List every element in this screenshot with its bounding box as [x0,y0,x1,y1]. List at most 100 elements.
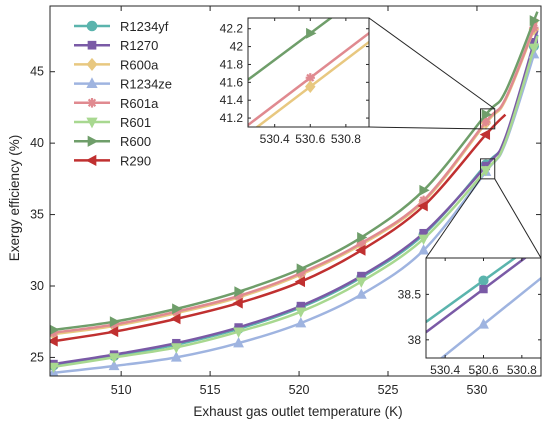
legend-entry-R601: R601 [74,115,151,130]
y-axis-label: Exergy efficiency (%) [7,135,22,262]
legend-marker [87,98,97,108]
data-point [108,359,120,371]
data-point [481,109,492,120]
data-point [170,343,182,354]
x-tick-label: 520 [289,383,310,397]
zoom-connector-line [425,178,481,259]
y-tick-label: 42.2 [220,22,244,36]
inset-data-point [478,275,489,286]
data-point [295,307,307,318]
data-point [50,324,60,335]
legend-label: R600a [120,57,159,72]
inset-data-point [305,80,316,93]
legend-marker [86,117,98,129]
legend-entry-R1234ze: R1234ze [74,77,172,92]
y-tick-label: 25 [30,350,44,364]
data-point [107,326,119,338]
data-point [170,313,181,325]
inset-data-point [478,318,489,329]
legend-entry-R1270: R1270 [74,38,158,53]
y-tick-label: 35 [30,208,44,222]
legend-entry-R601a: R601a [74,96,159,111]
y-tick-label: 30 [30,279,44,293]
series-line [50,29,539,366]
inset-series-R1270 [426,258,528,334]
series-R290 [50,113,507,347]
legend-label: R601a [120,96,159,111]
data-point [481,117,491,127]
legend-label: R1234ze [120,77,172,92]
series-R600 [50,11,541,335]
legend-marker [87,40,97,50]
x-tick-label: 530 [467,383,488,397]
data-point [50,362,59,374]
plot-area [426,258,541,358]
inset-series-R601a [248,31,369,127]
x-axis-label: Exhaust gas outlet temperature (K) [193,404,402,419]
data-point [355,277,367,288]
legend-label: R1270 [120,38,158,53]
legend-marker [86,57,98,71]
data-point [528,43,540,54]
series-line [50,18,539,335]
data-point [108,353,120,364]
legend-entry-R600: R600 [74,134,151,149]
x-tick-label: 530.8 [331,132,361,146]
x-tick-label: 530.4 [260,132,290,146]
y-tick-label: 41.4 [220,93,244,107]
data-point [234,286,245,298]
zoom-source-box [480,158,496,180]
data-point [418,234,430,245]
data-point [295,317,307,328]
data-point [418,244,430,255]
legend: R1234yf R1270 R600a R1234ze R601a R601 R600 R29… [74,19,172,168]
legend-marker [85,154,97,167]
inset-data-point [306,27,317,39]
data-point [355,288,367,299]
data-point [232,297,243,309]
zoom-source-box [480,108,496,130]
x-tick-label: 525 [378,383,399,397]
data-point [417,200,428,212]
legend-label: R1234yf [120,19,169,34]
plot-area [248,18,369,127]
data-point [172,303,183,315]
data-point [419,184,430,196]
plot-background [426,258,541,358]
upper-inset: 530.4 530.6 530.8 41.2 41.4 41.6 41.8 42 42.2 [220,17,370,146]
y-tick-label: 41.6 [220,75,244,89]
x-tick-label: 510 [111,383,132,397]
legend-marker [87,135,99,147]
y-tick-label: 41.2 [220,111,244,125]
x-tick-label: 530.8 [507,363,537,377]
data-point [480,166,492,177]
x-tick-label: 530.4 [430,363,460,377]
legend-entry-R600a: R600a [74,57,159,72]
plot-frame [425,257,542,359]
plot-frame [247,17,370,128]
data-point [294,276,306,288]
inset-series-R600 [248,18,333,82]
legend-label: R601 [120,115,151,130]
data-point [357,232,368,243]
data-point [479,129,491,140]
legend-entry-R1234yf: R1234yf [74,19,169,34]
legend-entry-R290: R290 [74,153,151,168]
y-tick-label: 38 [408,333,422,347]
data-point [233,327,245,338]
y-tick-label: 38.5 [398,287,422,301]
plot-frame [49,5,542,377]
data-point [355,244,366,256]
data-point [109,316,121,328]
zoom-connector-line [368,126,481,130]
y-tick-label: 45 [30,65,44,79]
y-tick-label: 41.8 [220,57,244,71]
inset-data-point [479,284,488,294]
series-line [50,11,539,332]
x-tick-label: 515 [200,383,221,397]
x-tick-label: 530.6 [295,132,325,146]
x-tick-label: 530.6 [468,363,498,377]
legend-label: R290 [120,153,151,168]
data-point [50,335,58,347]
